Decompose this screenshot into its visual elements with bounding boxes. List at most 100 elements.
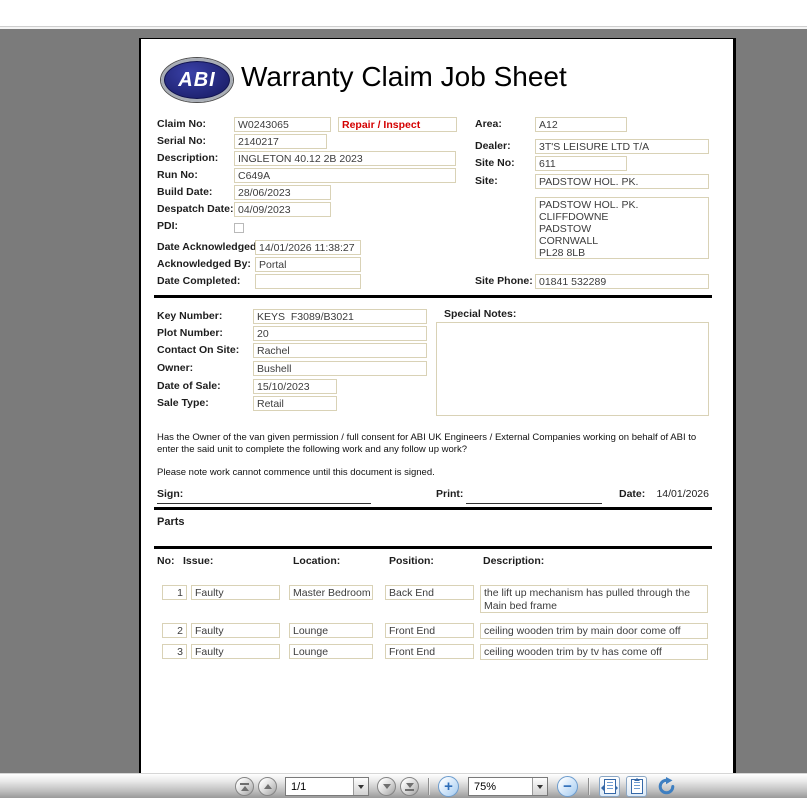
- print-label: Print:: [436, 488, 464, 500]
- zoom-out-button[interactable]: −: [557, 776, 578, 797]
- consent-question: Has the Owner of the van given permissio…: [157, 432, 697, 455]
- report-preview-area: ABI Warranty Claim Job Sheet Claim No: W…: [0, 27, 807, 773]
- contact-on-site-value: Rachel: [253, 343, 427, 358]
- site-no-label: Site No:: [475, 157, 515, 169]
- part-description: ceiling wooden trim by main door come of…: [480, 623, 708, 639]
- section-divider: [154, 507, 712, 510]
- owner-value: Bushell: [253, 361, 427, 376]
- page-select-dropdown-button[interactable]: [353, 778, 368, 795]
- site-value: PADSTOW HOL. PK.: [535, 174, 709, 189]
- pdi-label: PDI:: [157, 220, 178, 232]
- print-line: [466, 503, 602, 504]
- claim-type-value: Repair / Inspect: [338, 117, 457, 132]
- plot-number-value: 20: [253, 326, 427, 341]
- despatch-date-label: Despatch Date:: [157, 203, 234, 215]
- abi-logo-text: ABI: [178, 68, 216, 91]
- next-page-button[interactable]: [377, 777, 396, 796]
- parts-header-description: Description:: [483, 555, 545, 567]
- zoom-select-dropdown-button[interactable]: [532, 778, 547, 795]
- abi-logo: ABI: [161, 58, 233, 102]
- next-page-icon: [382, 784, 391, 789]
- first-page-icon: [240, 782, 249, 791]
- chevron-down-icon: [537, 784, 543, 789]
- contact-on-site-label: Contact On Site:: [157, 344, 240, 356]
- part-location: Lounge: [289, 623, 373, 638]
- top-bar: [0, 0, 807, 27]
- run-no-value: C649A: [234, 168, 456, 183]
- despatch-date-value: 04/09/2023: [234, 202, 331, 217]
- area-label: Area:: [475, 118, 502, 130]
- site-label: Site:: [475, 175, 498, 187]
- sign-label: Sign:: [157, 488, 184, 500]
- fit-page-width-button[interactable]: [599, 776, 620, 797]
- parts-header-location: Location:: [293, 555, 341, 567]
- dealer-label: Dealer:: [475, 140, 511, 152]
- key-number-value: KEYS F3089/B3021: [253, 309, 427, 324]
- viewer-toolbar: 1/1 + 75% −: [0, 773, 807, 798]
- acknowledged-by-label: Acknowledged By:: [157, 258, 251, 270]
- serial-no-value: 2140217: [234, 134, 327, 149]
- consent-date-value: 14/01/2026: [656, 488, 709, 500]
- date-completed-label: Date Completed:: [157, 275, 241, 287]
- fit-page-width-icon: [601, 785, 604, 791]
- parts-section-title: Parts: [157, 516, 185, 528]
- refresh-button[interactable]: [655, 776, 677, 798]
- zoom-level: 75%: [474, 781, 497, 793]
- part-issue: Faulty: [191, 623, 280, 638]
- first-page-button[interactable]: [235, 777, 254, 796]
- previous-page-button[interactable]: [258, 777, 277, 796]
- parts-header-issue: Issue:: [183, 555, 214, 567]
- date-acknowledged-value: 14/01/2026 11:38:27: [255, 240, 361, 255]
- zoom-in-icon: +: [444, 777, 453, 795]
- whole-page-button[interactable]: [626, 776, 647, 797]
- section-divider: [154, 546, 712, 549]
- zoom-in-button[interactable]: +: [438, 776, 459, 797]
- run-no-label: Run No:: [157, 169, 198, 181]
- date-acknowledged-label: Date Acknowledged:: [157, 241, 260, 253]
- site-no-value: 611: [535, 156, 627, 171]
- last-page-button[interactable]: [400, 777, 419, 796]
- part-position: Back End: [385, 585, 474, 600]
- part-no: 2: [162, 623, 187, 638]
- acknowledged-by-value: Portal: [255, 257, 361, 272]
- description-value: INGLETON 40.12 2B 2023: [234, 151, 456, 166]
- refresh-icon: [658, 777, 674, 795]
- part-no: 1: [162, 585, 187, 600]
- zoom-select[interactable]: 75%: [468, 777, 548, 796]
- site-phone-value: 01841 532289: [535, 274, 709, 289]
- section-divider: [154, 295, 712, 298]
- area-value: A12: [535, 117, 627, 132]
- sign-line: [157, 503, 371, 504]
- date-label: Date:: [619, 488, 646, 500]
- part-location: Master Bedroom: [289, 585, 373, 600]
- page-title: Warranty Claim Job Sheet: [241, 61, 567, 92]
- part-issue: Faulty: [191, 644, 280, 659]
- site-address-value: PADSTOW HOL. PK. CLIFFDOWNE PADSTOW CORN…: [535, 197, 709, 259]
- dealer-value: 3T'S LEISURE LTD T/A: [535, 139, 709, 154]
- claim-no-label: Claim No:: [157, 118, 207, 130]
- part-location: Lounge: [289, 644, 373, 659]
- page-select[interactable]: 1/1: [285, 777, 369, 796]
- parts-header-position: Position:: [389, 555, 434, 567]
- part-description: the lift up mechanism has pulled through…: [480, 585, 708, 613]
- parts-header-no: No:: [157, 555, 175, 567]
- date-of-sale-value: 15/10/2023: [253, 379, 337, 394]
- toolbar-separator: [428, 778, 429, 795]
- report-page: ABI Warranty Claim Job Sheet Claim No: W…: [139, 38, 736, 773]
- pdi-checkbox: [234, 223, 244, 233]
- chevron-down-icon: [358, 784, 364, 789]
- special-notes-label: Special Notes:: [444, 308, 517, 320]
- part-position: Front End: [385, 644, 474, 659]
- date-completed-value: [255, 274, 361, 289]
- zoom-out-icon: −: [563, 777, 572, 795]
- build-date-value: 28/06/2023: [234, 185, 331, 200]
- last-page-icon: [405, 782, 414, 791]
- part-issue: Faulty: [191, 585, 280, 600]
- previous-page-icon: [263, 784, 272, 789]
- description-label: Description:: [157, 152, 219, 164]
- part-position: Front End: [385, 623, 474, 638]
- special-notes-value: [436, 322, 709, 416]
- whole-page-icon: [634, 778, 640, 781]
- page-indicator: 1/1: [291, 781, 307, 793]
